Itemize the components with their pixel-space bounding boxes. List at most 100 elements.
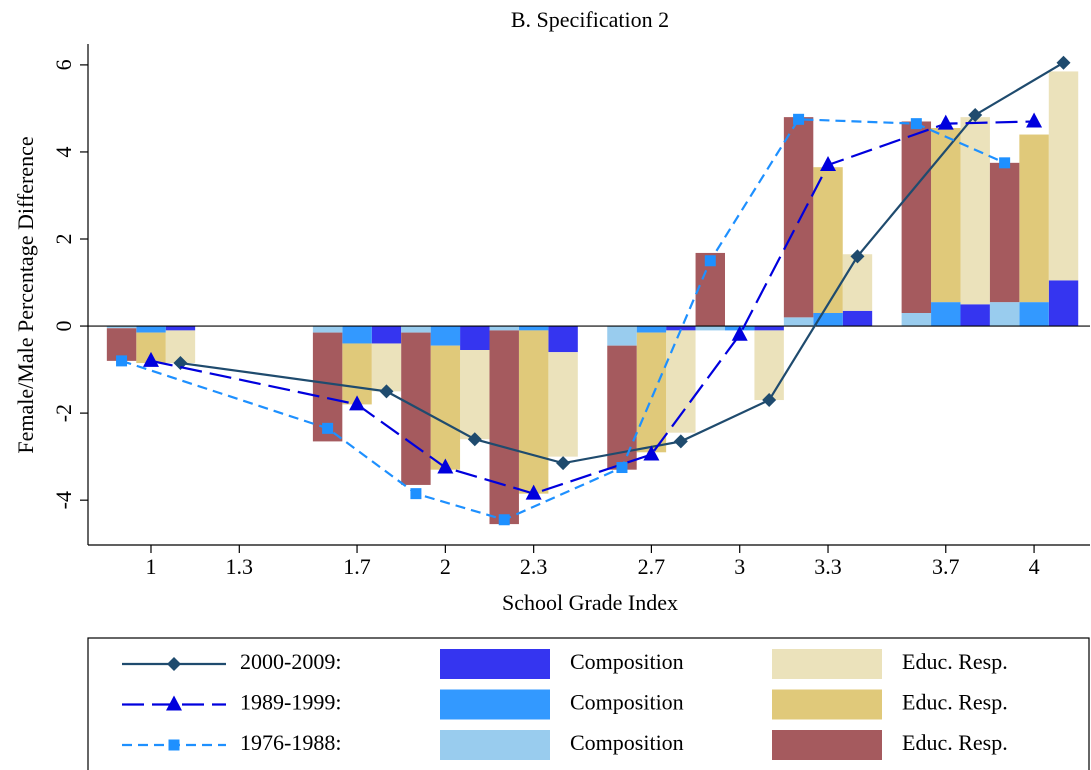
- composition-bar: [607, 326, 637, 346]
- x-tick-label: 3: [734, 554, 745, 579]
- marker: [820, 156, 837, 172]
- marker: [173, 356, 188, 371]
- marker: [379, 384, 394, 399]
- y-tick-label: 0: [51, 321, 76, 332]
- educ-resp-bar: [460, 349, 490, 440]
- legend-swatch: [772, 730, 882, 760]
- educ-resp-bar: [783, 117, 814, 318]
- legend-swatch: [772, 649, 882, 679]
- y-tick-label: -4: [51, 491, 76, 509]
- x-tick-label: 3.7: [932, 554, 960, 579]
- educ-resp-bar: [813, 167, 843, 313]
- chart-title: B. Specification 2: [511, 7, 669, 32]
- composition-bar: [430, 326, 461, 346]
- y-tick-label: 6: [51, 59, 76, 70]
- composition-bar: [518, 326, 549, 331]
- marker: [437, 458, 454, 474]
- x-tick-label: 3.3: [814, 554, 842, 579]
- marker: [910, 118, 922, 130]
- composition-bar: [106, 326, 137, 329]
- legend-swatch: [772, 689, 882, 720]
- legend-swatch: [440, 689, 550, 720]
- educ-resp-bar: [1019, 134, 1049, 303]
- composition-bar: [136, 326, 166, 333]
- composition-bar: [401, 326, 431, 333]
- y-tick-label: 4: [51, 146, 76, 157]
- legend-label: 2000-2009:: [240, 649, 341, 674]
- marker: [556, 456, 571, 471]
- legend-swatch: [440, 649, 550, 679]
- composition-bar: [666, 326, 696, 331]
- marker: [673, 434, 688, 449]
- marker: [731, 325, 748, 341]
- composition-bar: [754, 326, 784, 331]
- marker: [999, 157, 1011, 169]
- legend-marker: [168, 739, 180, 751]
- educ-resp-bar: [430, 345, 461, 470]
- marker: [762, 393, 777, 408]
- legend-label: 1989-1999:: [240, 690, 341, 715]
- educ-resp-bar: [754, 330, 784, 401]
- x-axis-label: School Grade Index: [502, 590, 678, 615]
- composition-bar: [901, 312, 932, 327]
- educ-resp-bar: [548, 352, 578, 457]
- legend-label: Composition: [570, 730, 684, 755]
- educ-resp-bar: [1048, 71, 1079, 281]
- y-tick-label: -2: [51, 404, 76, 422]
- y-axis-label: Female/Male Percentage Difference: [13, 136, 38, 453]
- marker: [498, 514, 510, 526]
- marker: [704, 255, 716, 267]
- y-tick-label: 2: [51, 234, 76, 245]
- educ-resp-bar: [636, 332, 667, 453]
- x-tick-label: 2.3: [520, 554, 548, 579]
- x-tick-label: 2: [440, 554, 451, 579]
- composition-bar: [342, 326, 372, 344]
- series-line: [150, 120, 1035, 495]
- educ-resp-bar: [931, 128, 961, 303]
- educ-resp-bar: [401, 332, 431, 485]
- legend-swatch: [440, 730, 550, 760]
- composition-bar: [312, 326, 343, 333]
- legend-label: 1976-1988:: [240, 730, 341, 755]
- marker: [322, 422, 334, 434]
- x-tick-label: 2.7: [638, 554, 666, 579]
- educ-resp-bar: [342, 343, 372, 405]
- educ-resp-bar: [518, 330, 549, 494]
- composition-bar: [1019, 302, 1049, 327]
- x-tick-label: 4: [1029, 554, 1040, 579]
- composition-bar: [931, 302, 961, 327]
- marker: [349, 395, 366, 411]
- composition-bar: [1048, 280, 1079, 327]
- x-tick-label: 1.7: [343, 554, 371, 579]
- marker: [793, 113, 805, 125]
- marker: [643, 445, 660, 461]
- legend-label: Educ. Resp.: [902, 690, 1008, 715]
- educ-resp-bar: [607, 345, 637, 470]
- legend-label: Educ. Resp.: [902, 649, 1008, 674]
- legend-marker: [166, 695, 182, 711]
- marker: [116, 355, 128, 367]
- legend-box: [87, 637, 1090, 770]
- marker: [616, 462, 628, 474]
- educ-resp-bar: [960, 117, 990, 305]
- educ-resp-bar: [666, 330, 696, 433]
- educ-resp-bar: [842, 254, 873, 311]
- marker: [968, 107, 983, 122]
- educ-resp-bar: [371, 343, 402, 392]
- marker: [142, 351, 159, 367]
- composition-bar: [489, 326, 519, 331]
- composition-bar: [165, 326, 196, 331]
- marker: [467, 432, 482, 447]
- legend-label: Composition: [570, 649, 684, 674]
- marker: [410, 488, 422, 500]
- educ-resp-bar: [989, 162, 1020, 303]
- legend-label: Educ. Resp.: [902, 730, 1008, 755]
- educ-resp-bar: [901, 121, 932, 313]
- composition-bar: [695, 326, 725, 331]
- composition-bar: [371, 326, 402, 344]
- composition-bar: [636, 326, 667, 333]
- composition-bar: [783, 317, 814, 327]
- x-tick-label: 1.3: [226, 554, 254, 579]
- marker: [1056, 55, 1071, 70]
- legend-label: Composition: [570, 690, 684, 715]
